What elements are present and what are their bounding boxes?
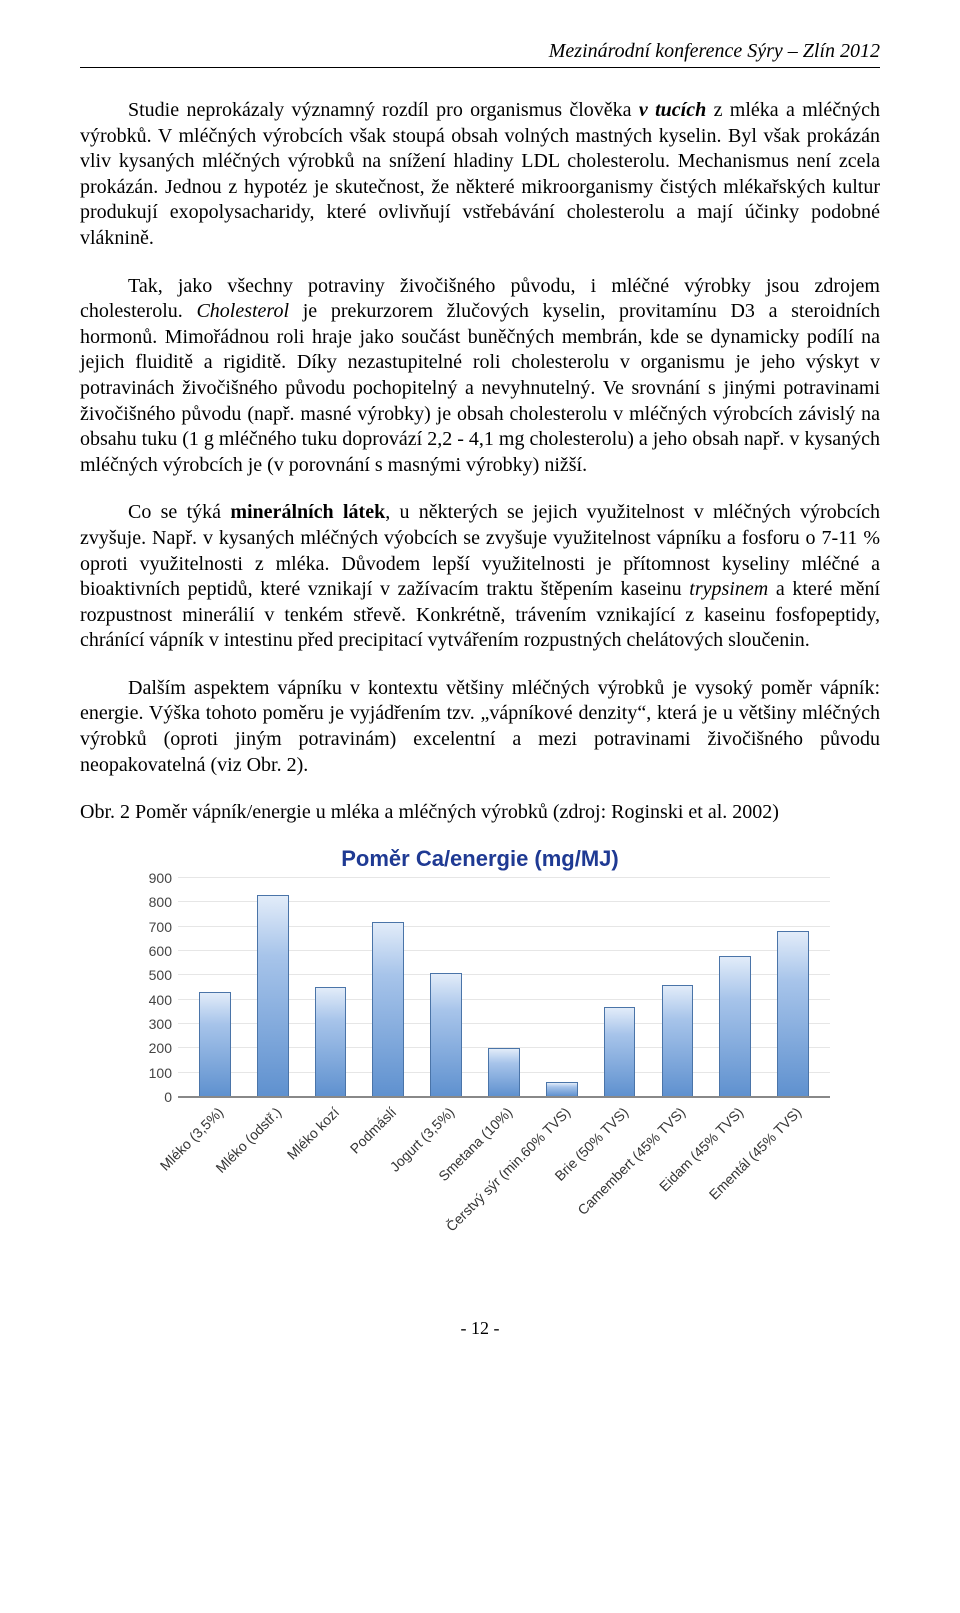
- conference-header: Mezinárodní konference Sýry – Zlín 2012: [80, 40, 880, 68]
- ytick-label: 200: [130, 1040, 172, 1056]
- chart-title: Poměr Ca/energie (mg/MJ): [130, 846, 830, 872]
- p1-r3: z mléka a mléčných výrobků. V mléčných v…: [80, 99, 880, 249]
- bar-slot: [706, 878, 764, 1097]
- p3-r1: Co se týká: [128, 501, 230, 523]
- ytick-label: 900: [130, 870, 172, 886]
- ytick-label: 600: [130, 943, 172, 959]
- bar-slot: [359, 878, 417, 1097]
- ytick-label: 300: [130, 1016, 172, 1032]
- p1-r1: Studie neprokázaly významný rozdíl pro o…: [128, 99, 639, 121]
- bar-slot: [591, 878, 649, 1097]
- p4-r1: Dalším aspektem vápníku v kontextu větši…: [80, 677, 880, 776]
- chart-bar: [315, 987, 347, 1097]
- xlabel-slot: Mléko (odstř.): [244, 1098, 302, 1228]
- bar-slot: [533, 878, 591, 1097]
- chart-bar: [488, 1048, 520, 1097]
- p1-r2: v tucích: [639, 99, 706, 121]
- chart-bar: [372, 922, 404, 1097]
- bar-slot: [475, 878, 533, 1097]
- chart-bar: [257, 895, 289, 1097]
- ytick-label: 100: [130, 1065, 172, 1081]
- bar-slot: [764, 878, 822, 1097]
- ytick-label: 700: [130, 919, 172, 935]
- p3-r4: trypsinem: [689, 578, 768, 600]
- chart-xlabels: Mléko (3,5%)Mléko (odstř.)Mléko kozíPodm…: [178, 1098, 830, 1228]
- chart-baseline: [178, 1096, 830, 1097]
- chart-bar: [430, 973, 462, 1097]
- chart-bar: [719, 956, 751, 1097]
- paragraph-1: Studie neprokázaly významný rozdíl pro o…: [80, 98, 880, 252]
- ytick-label: 800: [130, 894, 172, 910]
- bar-slot: [649, 878, 707, 1097]
- ytick-label: 0: [130, 1089, 172, 1105]
- bar-slot: [417, 878, 475, 1097]
- xlabel-slot: Ementál (45% TVS): [764, 1098, 822, 1228]
- bar-slot: [302, 878, 360, 1097]
- p2-r2: Cholesterol: [196, 300, 289, 322]
- xlabel-slot: Mléko kozí: [302, 1098, 360, 1228]
- chart-plot-area: 0100200300400500600700800900: [178, 878, 830, 1098]
- p3-r2: minerálních látek: [230, 501, 385, 523]
- chart-bar: [777, 931, 809, 1096]
- paragraph-4: Dalším aspektem vápníku v kontextu větši…: [80, 676, 880, 778]
- chart-bar: [604, 1007, 636, 1097]
- paragraph-3: Co se týká minerálních látek, u některýc…: [80, 500, 880, 654]
- ca-energy-chart: Poměr Ca/energie (mg/MJ) 010020030040050…: [130, 846, 830, 1228]
- chart-bars: [178, 878, 830, 1097]
- paragraph-2: Tak, jako všechny potraviny živočišného …: [80, 274, 880, 479]
- ytick-label: 400: [130, 992, 172, 1008]
- chart-bar: [199, 992, 231, 1097]
- chart-bar: [546, 1082, 578, 1097]
- figure-caption: Obr. 2 Poměr vápník/energie u mléka a ml…: [80, 800, 880, 826]
- bar-slot: [186, 878, 244, 1097]
- page-number: - 12 -: [80, 1318, 880, 1339]
- p2-r3: je prekurzorem žlučových kyselin, provit…: [80, 300, 880, 476]
- bar-slot: [244, 878, 302, 1097]
- chart-bar: [662, 985, 694, 1097]
- ytick-label: 500: [130, 967, 172, 983]
